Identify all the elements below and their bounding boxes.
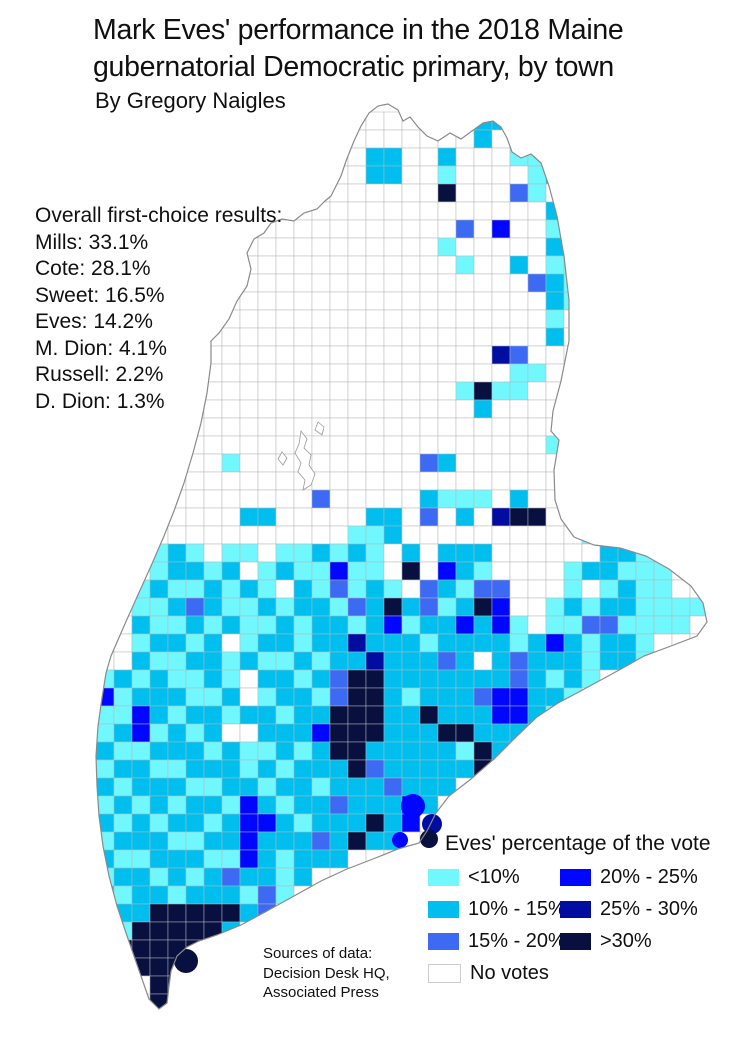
legend-swatch bbox=[560, 900, 591, 918]
legend-title: Eves' percentage of the vote bbox=[445, 832, 711, 855]
legend-swatch bbox=[428, 900, 459, 918]
result-line: Cote: 28.1% bbox=[35, 257, 151, 280]
legend-item: No votes bbox=[428, 957, 560, 989]
result-line: M. Dion: 4.1% bbox=[35, 336, 167, 360]
result-line: Eves: 14.2% bbox=[35, 310, 153, 333]
legend-swatch bbox=[428, 963, 461, 983]
result-line: Russell: 2.2% bbox=[35, 363, 164, 386]
legend-left-column: <10% 10% - 15% 15% - 20% No votes bbox=[428, 861, 566, 989]
result-line: Sweet: 16.5% bbox=[35, 283, 165, 307]
legend-right-column: 20% - 25% 25% - 30% >30% bbox=[560, 861, 746, 989]
title-line-2: gubernatorial Democratic primary, by tow… bbox=[93, 51, 614, 83]
legend-swatch bbox=[428, 868, 459, 886]
legend-item: 15% - 20% bbox=[428, 925, 566, 957]
legend-item: 20% - 25% bbox=[560, 861, 746, 893]
legend-item-label: >30% bbox=[600, 929, 652, 952]
title-line-1: Mark Eves' performance in the 2018 Maine bbox=[93, 14, 624, 46]
legend-swatch bbox=[428, 932, 459, 950]
result-line: Mills: 33.1% bbox=[35, 230, 149, 254]
legend-swatch bbox=[560, 932, 591, 950]
results-heading: Overall first-choice results: bbox=[35, 204, 283, 227]
sources-line: Decision Desk HQ, bbox=[263, 964, 390, 982]
legend-item: <10% bbox=[428, 861, 560, 893]
results-panel: Overall first-choice results: Mills: 33.… bbox=[35, 203, 282, 415]
sources-line: Associated Press bbox=[263, 984, 379, 1001]
sources-line: Sources of data: bbox=[263, 945, 373, 962]
legend-item-label: <10% bbox=[468, 865, 520, 888]
legend-item-label: 10% - 15% bbox=[468, 897, 566, 920]
legend: Eves' percentage of the vote <10% 10% - 1… bbox=[420, 832, 746, 989]
legend-item: >30% bbox=[560, 925, 746, 957]
sources-note: Sources of data: Decision Desk HQ, Associa… bbox=[263, 944, 390, 1003]
legend-swatch bbox=[560, 868, 591, 886]
legend-columns: <10% 10% - 15% 15% - 20% No votes 20% - 25%… bbox=[420, 861, 746, 989]
page-title: Mark Eves' performance in the 2018 Maine… bbox=[93, 12, 624, 86]
legend-item-label: 25% - 30% bbox=[600, 897, 698, 920]
legend-item: 10% - 15% bbox=[428, 893, 566, 925]
legend-item-label: 20% - 25% bbox=[600, 865, 698, 888]
legend-item-label: No votes bbox=[470, 961, 549, 984]
byline: By Gregory Naigles bbox=[95, 88, 286, 113]
results-list: Mills: 33.1% Cote: 28.1% Sweet: 16.5% Eves:… bbox=[35, 230, 282, 416]
legend-item: 25% - 30% bbox=[560, 893, 746, 925]
result-line: D. Dion: 1.3% bbox=[35, 389, 165, 413]
legend-item-label: 15% - 20% bbox=[468, 929, 566, 952]
